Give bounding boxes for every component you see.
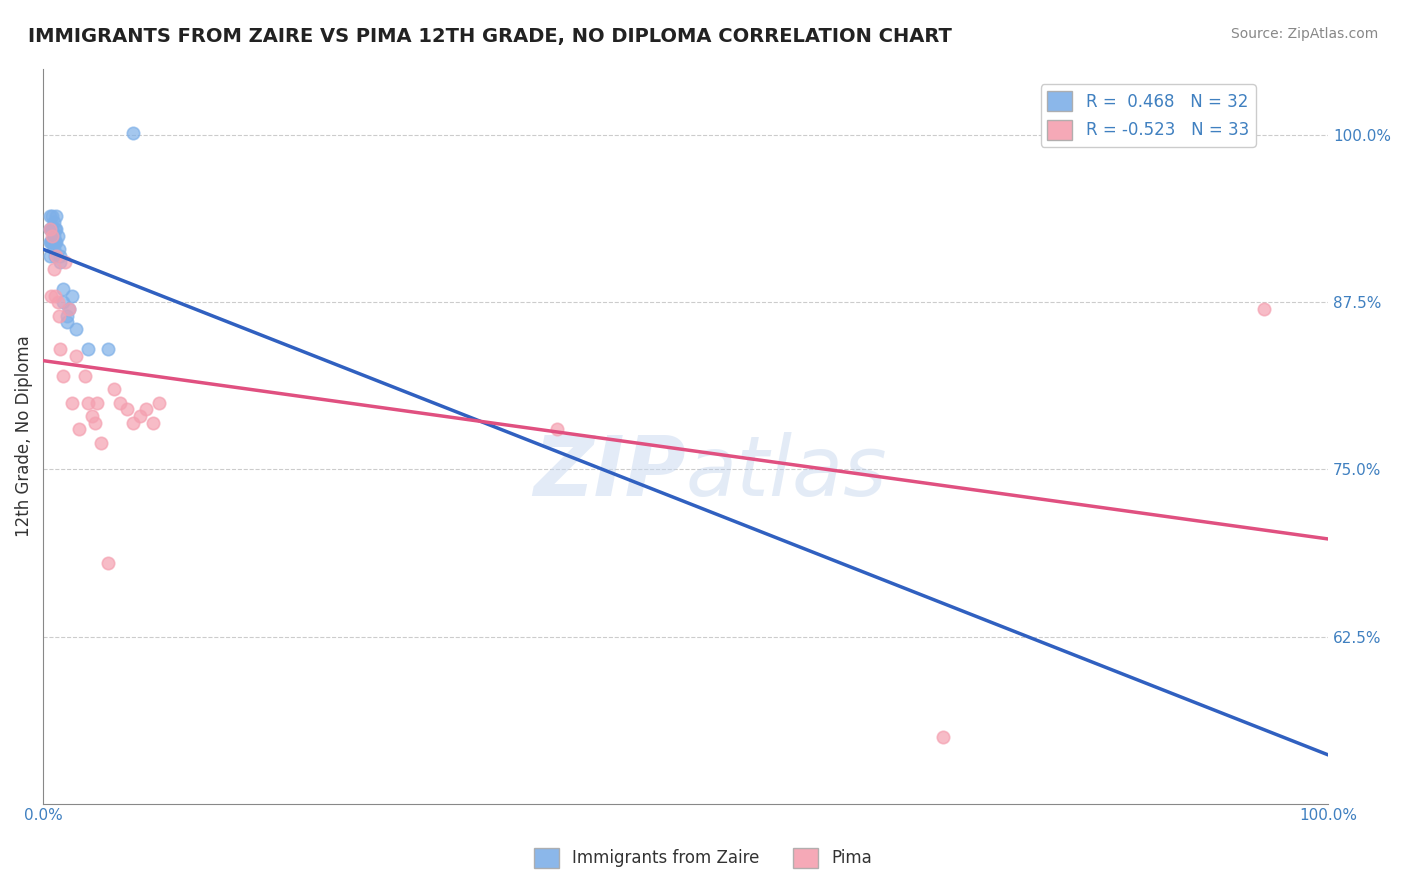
Point	[38, 235, 60, 250]
Point	[45, 222, 67, 236]
Point	[49, 342, 72, 356]
Point	[53, 255, 76, 269]
Point	[42, 262, 65, 277]
Point	[46, 295, 69, 310]
Point	[45, 249, 67, 263]
Point	[83, 416, 105, 430]
Point	[77, 342, 100, 356]
Point	[82, 409, 104, 423]
Point	[41, 222, 63, 236]
Point	[65, 322, 87, 336]
Text: atlas: atlas	[686, 433, 887, 513]
Point	[44, 249, 66, 263]
Point	[86, 395, 108, 409]
Point	[41, 228, 63, 243]
Point	[1253, 302, 1275, 317]
Point	[58, 302, 80, 317]
Point	[49, 249, 72, 263]
Point	[52, 295, 75, 310]
Point	[55, 309, 77, 323]
Point	[110, 395, 132, 409]
Point	[115, 402, 138, 417]
Legend: R =  0.468   N = 32, R = -0.523   N = 33: R = 0.468 N = 32, R = -0.523 N = 33	[1040, 84, 1256, 146]
Y-axis label: 12th Grade, No Diploma: 12th Grade, No Diploma	[15, 335, 32, 537]
Text: IMMIGRANTS FROM ZAIRE VS PIMA 12TH GRADE, NO DIPLOMA CORRELATION CHART: IMMIGRANTS FROM ZAIRE VS PIMA 12TH GRADE…	[28, 27, 952, 45]
Point	[45, 209, 67, 223]
Point	[77, 395, 100, 409]
Legend: Immigrants from Zaire, Pima: Immigrants from Zaire, Pima	[527, 841, 879, 875]
Point	[122, 126, 145, 140]
Point	[42, 215, 65, 229]
Point	[60, 289, 83, 303]
Point	[128, 409, 150, 423]
Point	[931, 730, 953, 744]
Point	[55, 316, 77, 330]
Point	[44, 222, 66, 236]
Point	[45, 235, 67, 250]
Point	[103, 382, 125, 396]
Point	[97, 342, 120, 356]
Point	[73, 368, 96, 383]
Point	[148, 395, 170, 409]
Point	[65, 349, 87, 363]
Point	[38, 209, 60, 223]
Point	[97, 556, 120, 570]
Point	[142, 416, 165, 430]
Point	[41, 235, 63, 250]
Point	[48, 242, 70, 256]
Point	[122, 416, 145, 430]
Point	[90, 435, 112, 450]
Point	[39, 222, 62, 236]
Point	[42, 228, 65, 243]
Point	[67, 422, 90, 436]
Point	[44, 289, 66, 303]
Point	[41, 209, 63, 223]
Point	[58, 302, 80, 317]
Point	[38, 249, 60, 263]
Text: Source: ZipAtlas.com: Source: ZipAtlas.com	[1230, 27, 1378, 41]
Point	[44, 235, 66, 250]
Point	[38, 222, 60, 236]
Point	[38, 222, 60, 236]
Point	[60, 395, 83, 409]
Point	[48, 309, 70, 323]
Point	[49, 255, 72, 269]
Point	[135, 402, 157, 417]
Point	[39, 235, 62, 250]
Text: ZIP: ZIP	[533, 433, 686, 513]
Point	[42, 242, 65, 256]
Point	[546, 422, 568, 436]
Point	[46, 228, 69, 243]
Point	[52, 368, 75, 383]
Point	[52, 282, 75, 296]
Point	[39, 289, 62, 303]
